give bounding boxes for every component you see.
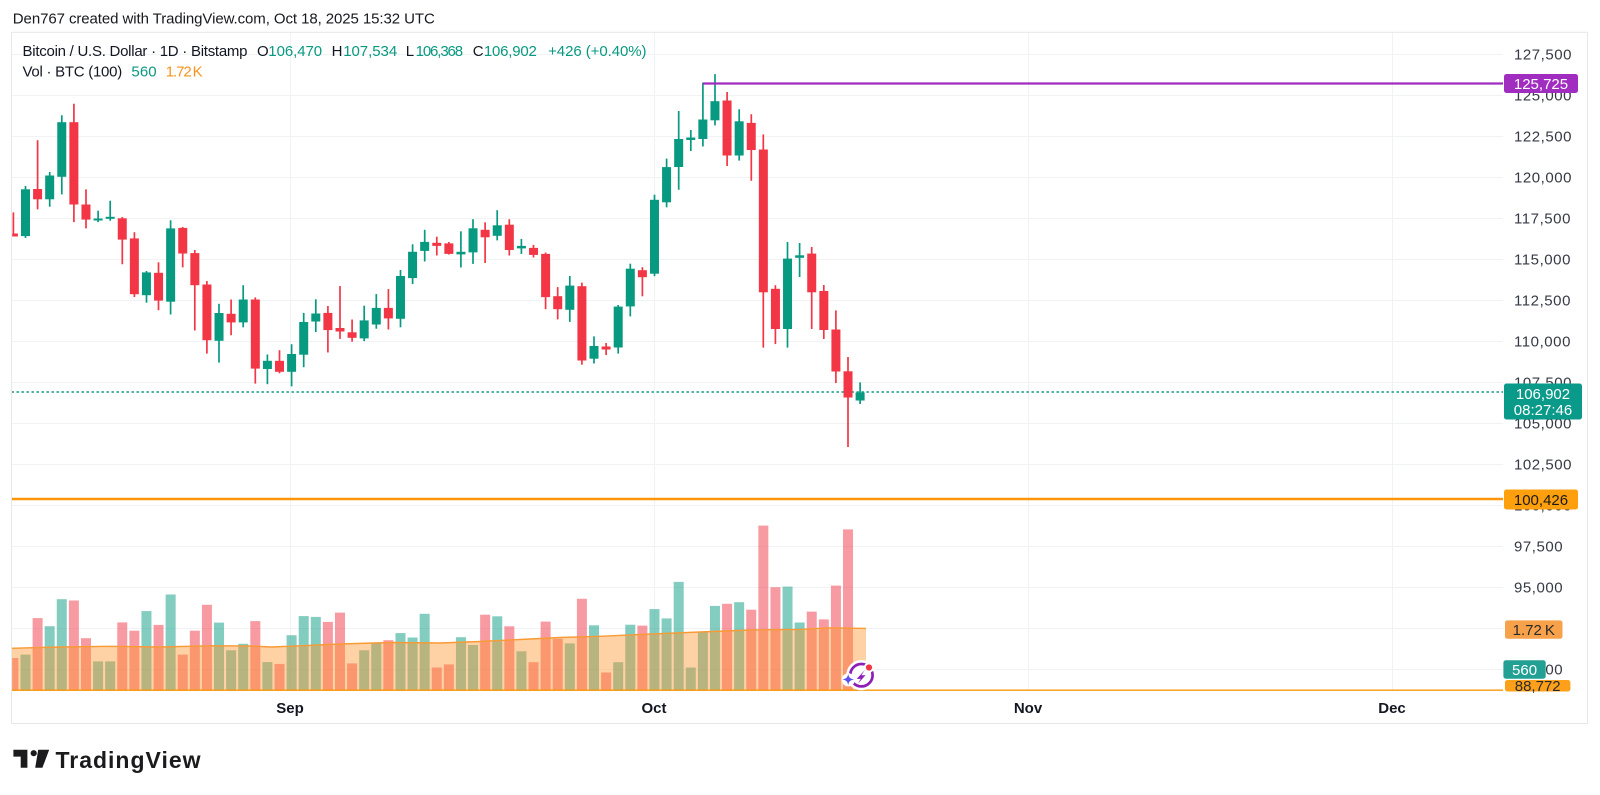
svg-text:106,368: 106,368 bbox=[416, 43, 464, 60]
svg-text:1.72 K: 1.72 K bbox=[1513, 622, 1555, 639]
svg-text:88,772: 88,772 bbox=[1515, 678, 1561, 695]
svg-text:97,500: 97,500 bbox=[1514, 538, 1563, 555]
svg-text:115,000: 115,000 bbox=[1514, 251, 1571, 268]
svg-text:120,000: 120,000 bbox=[1514, 169, 1572, 186]
svg-text:117,500: 117,500 bbox=[1514, 210, 1571, 227]
svg-text:L: L bbox=[406, 43, 414, 60]
svg-text:95,000: 95,000 bbox=[1514, 579, 1563, 596]
svg-text:1.72 K: 1.72 K bbox=[166, 64, 203, 81]
svg-text:112,500: 112,500 bbox=[1514, 292, 1571, 309]
svg-text:Nov: Nov bbox=[1014, 700, 1043, 717]
svg-text:100,426: 100,426 bbox=[1514, 492, 1568, 509]
svg-text:+426 (+0.40%): +426 (+0.40%) bbox=[548, 43, 646, 60]
svg-text:105,000: 105,000 bbox=[1514, 415, 1572, 432]
svg-text:122,500: 122,500 bbox=[1514, 128, 1572, 145]
svg-text:102,500: 102,500 bbox=[1514, 456, 1572, 473]
svg-text:Den767 created with TradingVie: Den767 created with TradingView.com, Oct… bbox=[13, 11, 435, 28]
svg-text:106,470: 106,470 bbox=[268, 43, 322, 60]
svg-text:Bitcoin / U.S. Dollar · 1D · B: Bitcoin / U.S. Dollar · 1D · Bitstamp bbox=[23, 43, 248, 60]
svg-text:107,534: 107,534 bbox=[343, 43, 397, 60]
svg-text:C: C bbox=[473, 43, 484, 60]
svg-text:Dec: Dec bbox=[1378, 700, 1406, 717]
svg-text:TradingView: TradingView bbox=[56, 747, 201, 773]
svg-text:125,725: 125,725 bbox=[1514, 76, 1568, 93]
svg-text:110,000: 110,000 bbox=[1514, 333, 1571, 350]
svg-text:106,902: 106,902 bbox=[1516, 386, 1570, 403]
svg-text:560: 560 bbox=[131, 64, 156, 81]
svg-text:08:27:46: 08:27:46 bbox=[1514, 402, 1572, 419]
svg-text:106,902: 106,902 bbox=[484, 43, 537, 60]
svg-text:Sep: Sep bbox=[276, 700, 304, 717]
svg-text:Vol · BTC (100): Vol · BTC (100) bbox=[23, 64, 123, 81]
svg-text:O: O bbox=[257, 43, 269, 60]
svg-text:127,500: 127,500 bbox=[1514, 46, 1572, 63]
svg-text:H: H bbox=[332, 43, 343, 60]
svg-text:560: 560 bbox=[1512, 662, 1537, 679]
svg-text:Oct: Oct bbox=[641, 700, 666, 717]
